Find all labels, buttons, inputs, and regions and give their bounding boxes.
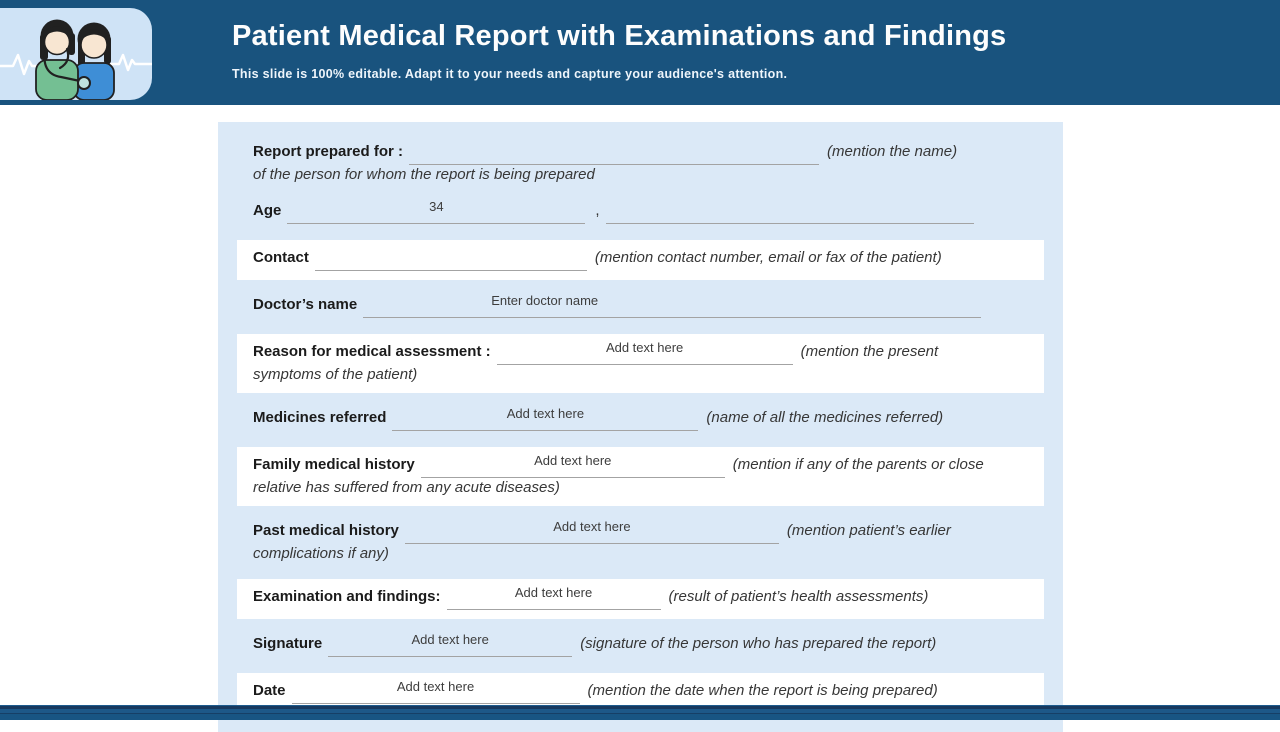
field-hint-contact: (mention contact number, email or fax of… <box>594 249 942 266</box>
placeholder-text: Add text here <box>553 519 631 534</box>
field-hint-examination-and-findings: (result of patient’s health assessments) <box>668 588 929 605</box>
placeholder-text <box>788 197 792 216</box>
field-hint-continued-reason-for-assessment: symptoms of the patient) <box>253 366 418 383</box>
placeholder-text: 34 <box>429 199 444 214</box>
entry-line-reason-for-assessment[interactable]: Add text here <box>496 340 793 365</box>
field-hint-date: (mention the date when the report is bei… <box>587 682 938 699</box>
entry-line-report-prepared-for[interactable] <box>409 142 820 165</box>
entry-line-age-1[interactable]: 34 <box>287 199 586 224</box>
field-label-examination-and-findings: Examination and findings: <box>253 588 441 605</box>
placeholder-text: Add text here <box>506 406 585 421</box>
field-hint-signature: (signature of the person who has prepare… <box>580 635 937 652</box>
field-label-doctors-name: Doctor’s name <box>253 296 358 313</box>
field-label-past-medical-history: Past medical history <box>253 522 399 539</box>
footer-bar <box>0 705 1280 720</box>
form-row-reason-for-assessment: Reason for medical assessment : Add text … <box>237 334 1044 393</box>
placeholder-text: Add text here <box>534 453 612 468</box>
placeholder-text: Add text here <box>605 340 684 355</box>
field-hint-report-prepared-for: (mention the name) <box>827 143 958 160</box>
field-label-reason-for-assessment: Reason for medical assessment : <box>253 343 491 360</box>
placeholder-text: Enter doctor name <box>491 293 599 308</box>
placeholder-text: Add text here <box>411 632 489 647</box>
form-row-examination-and-findings: Examination and findings: Add text here (r… <box>237 579 1044 619</box>
header: Patient Medical Report with Examinations… <box>0 0 1280 105</box>
placeholder-text: Add text here <box>514 585 593 600</box>
ekg-line-left-icon <box>0 53 42 76</box>
field-hint-continued-past-medical-history: complications if any) <box>253 545 389 562</box>
placeholder-text: Add text here <box>396 679 475 694</box>
form-row-family-medical-history: Family medical history Add text here (ment… <box>237 447 1044 506</box>
form-row-medicines-referred: Medicines referred Add text here (name of … <box>237 400 1044 440</box>
form-row-contact: Contact (mention contact number, email o… <box>237 240 1044 280</box>
form-row-report-prepared-for: Report prepared for : (mention the name)… <box>237 134 1044 193</box>
form-row-age: Age 34, <box>237 193 1044 233</box>
field-label-report-prepared-for: Report prepared for : <box>253 143 404 160</box>
field-label-family-medical-history: Family medical history <box>253 456 415 473</box>
patient-figure-icon <box>73 22 115 100</box>
report-form: Report prepared for : (mention the name)… <box>218 122 1063 732</box>
placeholder-text <box>612 138 616 157</box>
doctor-patient-icon <box>0 19 152 100</box>
entry-line-medicines-referred[interactable]: Add text here <box>392 406 699 431</box>
field-label-age: Age <box>253 202 282 219</box>
field-hint-family-medical-history: (mention if any of the parents or close <box>732 456 984 473</box>
entry-line-signature[interactable]: Add text here <box>328 632 573 657</box>
form-row-past-medical-history: Past medical history Add text here (mentio… <box>237 513 1044 572</box>
field-label-medicines-referred: Medicines referred <box>253 409 387 426</box>
ekg-line-right-icon <box>108 53 152 72</box>
field-hint-medicines-referred: (name of all the medicines referred) <box>706 409 944 426</box>
field-label-contact: Contact <box>253 249 309 266</box>
field-hint-past-medical-history: (mention patient’s earlier <box>786 522 951 539</box>
form-row-signature: Signature Add text here (signature of the … <box>237 626 1044 666</box>
entry-line-family-medical-history[interactable]: Add text here <box>420 453 725 478</box>
field-label-date: Date <box>253 682 286 699</box>
header-logo <box>0 8 152 100</box>
entry-line-past-medical-history[interactable]: Add text here <box>404 519 779 544</box>
field-hint-reason-for-assessment: (mention the present <box>800 343 939 360</box>
placeholder-text <box>449 244 453 263</box>
entry-line-contact[interactable] <box>314 248 587 271</box>
form-row-doctors-name: Doctor’s name Enter doctor name <box>237 287 1044 327</box>
field-label-signature: Signature <box>253 635 323 652</box>
doctor-figure-icon <box>35 19 91 100</box>
stethoscope-icon <box>43 48 82 83</box>
entry-line-date[interactable]: Add text here <box>291 679 580 704</box>
field-hint-continued-family-medical-history: relative has suffered from any acute dis… <box>253 479 560 496</box>
page-title: Patient Medical Report with Examinations… <box>232 20 1007 52</box>
field-hint-continued-report-prepared-for: of the person for whom the report is bei… <box>253 166 595 183</box>
entry-line-age-2[interactable] <box>605 201 974 224</box>
separator: , <box>595 202 600 219</box>
entry-line-examination-and-findings[interactable]: Add text here <box>446 585 661 610</box>
entry-line-doctors-name[interactable]: Enter doctor name <box>363 293 982 318</box>
page-subtitle: This slide is 100% editable. Adapt it to… <box>232 67 788 81</box>
